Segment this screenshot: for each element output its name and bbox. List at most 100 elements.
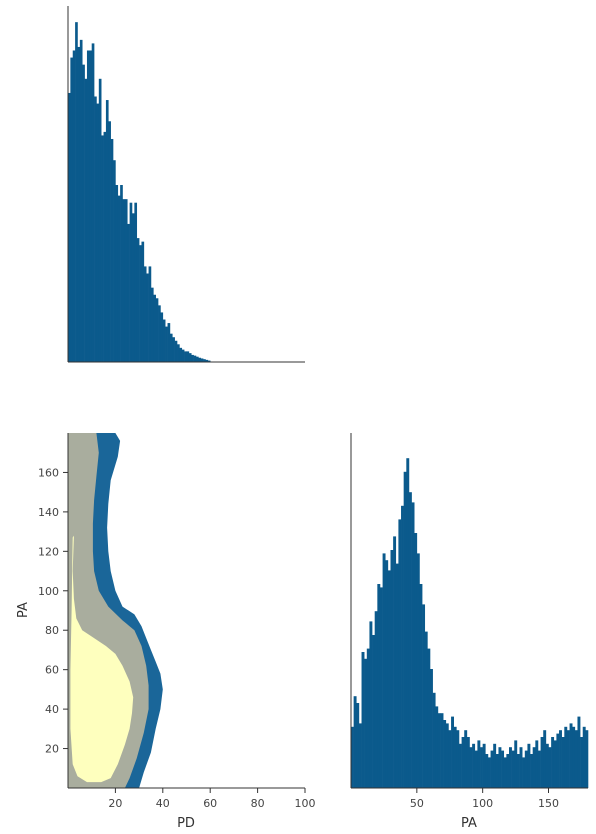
pa-histogram-bar (353, 696, 357, 788)
pd-histogram-bar (82, 64, 85, 362)
pd-histogram-bar (162, 319, 166, 362)
pa-histogram-bar (366, 648, 370, 788)
pa-histogram-bar (530, 754, 533, 788)
pa-histogram-bar (440, 713, 444, 788)
pd-histogram-bar (174, 340, 178, 362)
pa-histogram-bar (548, 747, 552, 788)
pa-histogram-bar (527, 743, 531, 788)
pd-histogram-bar (188, 353, 192, 362)
pa-histogram-bar (466, 737, 470, 788)
pa-histogram-bar (385, 560, 389, 788)
pd-histogram-bar (158, 305, 161, 362)
pd-histogram-bar (165, 326, 168, 362)
pa-histogram-bar (532, 747, 536, 788)
pd-histogram-bar (139, 245, 142, 362)
pa-histogram-bar (556, 733, 560, 788)
pa-histogram-panel: 50 100 150 PA (350, 433, 589, 831)
pd-histogram-bar (86, 50, 90, 362)
pd-histogram-bar (115, 185, 119, 362)
pd-histogram-bars (68, 22, 211, 363)
pa-histogram-bar (509, 747, 512, 788)
pd-histogram-bar (184, 351, 187, 362)
pa-histogram-bar (382, 553, 386, 788)
pa-histogram-bar (514, 740, 518, 788)
pa-histogram-bar (445, 723, 449, 788)
joint-y-tick-label: 100 (38, 585, 59, 598)
pa-histogram-bar (464, 730, 468, 788)
pa-histogram-bar (561, 737, 565, 788)
pd-histogram-bar (110, 138, 114, 362)
joint-x-ticks: 20 40 60 80 100 (108, 788, 316, 810)
pd-histogram-bar (77, 46, 81, 362)
pa-histogram-bar (424, 631, 428, 788)
pa-histogram-bar (564, 726, 568, 788)
pa-histogram-bar (453, 726, 457, 788)
pa-histogram-bar (480, 747, 483, 788)
pd-histogram-panel (67, 6, 305, 363)
pd-histogram-bar (172, 337, 175, 362)
pa-histogram-bar (430, 669, 433, 788)
pa-histogram-bar (477, 740, 481, 788)
pa-histogram-bar (448, 730, 452, 788)
pa-histogram-bar (390, 550, 394, 788)
joint-kde-panel: 20 40 60 80 100 20 40 60 80 100 120 140 160 PD PA (16, 433, 316, 831)
pd-histogram-bar (89, 50, 92, 362)
joint-x-axis-label: PD (177, 816, 195, 831)
pa-histogram-bar (435, 706, 439, 788)
pa-histogram-bar (506, 754, 510, 788)
pd-histogram-bar (186, 351, 190, 362)
pa-histogram-bar (369, 621, 373, 788)
pa-histogram-bar (553, 740, 557, 788)
pa-histogram-bar (437, 713, 441, 788)
pa-histogram-bar (485, 754, 489, 788)
pd-histogram-bar (148, 266, 152, 362)
pd-histogram-bar (143, 266, 147, 362)
pa-histogram-bar (443, 720, 447, 788)
pd-histogram-bar (94, 96, 97, 362)
pd-histogram-bar (195, 356, 199, 362)
pa-histogram-bar (582, 726, 586, 788)
pa-histogram-bar (393, 536, 397, 788)
pa-histogram-bar (535, 740, 539, 788)
joint-x-tick-label: 60 (203, 797, 217, 810)
pd-histogram-bar (117, 195, 121, 362)
pa-histogram-bar (458, 743, 462, 788)
pa-histogram-x-ticks: 50 100 150 (410, 788, 559, 810)
pa-histogram-bar (498, 747, 502, 788)
pd-histogram-bar (136, 238, 140, 362)
pd-histogram-bar (198, 357, 202, 362)
pa-histogram-bar (472, 743, 476, 788)
pa-histogram-bar (395, 563, 399, 788)
pd-histogram-bar (193, 355, 197, 362)
pd-histogram-bar (108, 121, 111, 362)
pa-histogram-bar (495, 754, 499, 788)
pa-histogram-bar (406, 458, 410, 788)
pa-histogram-bar (493, 743, 497, 788)
kde-contour-level-3 (70, 535, 134, 783)
pa-histogram-bar (408, 492, 412, 788)
pd-histogram-bar (75, 22, 78, 362)
joint-y-tick-label: 80 (45, 624, 59, 637)
pa-histogram-bar (461, 737, 465, 788)
pd-histogram-bar (153, 294, 156, 362)
joint-y-tick-label: 160 (38, 466, 59, 479)
pa-histogram-bar (364, 658, 368, 788)
pa-histogram-bar (545, 743, 549, 788)
joint-x-tick-label: 20 (108, 797, 122, 810)
pd-histogram-bar (96, 103, 100, 362)
pa-histogram-bar (451, 716, 454, 788)
pd-histogram-bar (79, 39, 83, 363)
pd-histogram-bar (122, 199, 126, 362)
pd-histogram-bar (207, 360, 211, 362)
pd-histogram-bar (70, 57, 74, 363)
joint-y-axis-label: PA (16, 602, 31, 618)
pa-histogram-x-tick-label: 150 (538, 797, 559, 810)
pa-histogram-x-tick-label: 50 (410, 797, 424, 810)
pa-histogram-bar (414, 533, 418, 788)
pa-histogram-bar (572, 726, 576, 788)
pd-histogram-bar (124, 199, 128, 362)
pa-histogram-bar (501, 750, 505, 788)
pa-histogram-bar (379, 587, 383, 788)
pa-histogram-bar (469, 747, 473, 788)
